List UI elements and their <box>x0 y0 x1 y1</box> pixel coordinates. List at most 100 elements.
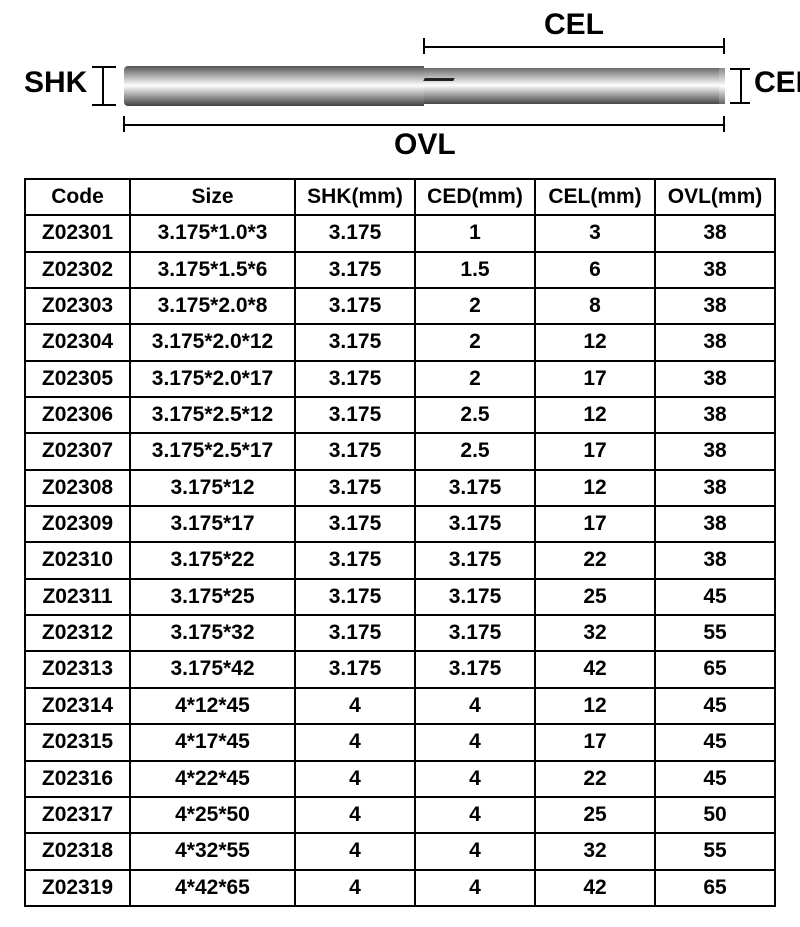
table-cell: 3.175 <box>415 579 535 615</box>
table-row: Z023164*22*45442245 <box>25 761 775 797</box>
col-cel: CEL(mm) <box>535 179 655 215</box>
table-cell: 45 <box>655 761 775 797</box>
table-cell: 32 <box>535 833 655 869</box>
table-row: Z023174*25*50442550 <box>25 797 775 833</box>
table-cell: Z02305 <box>25 361 130 397</box>
bit-flute <box>424 68 724 104</box>
table-cell: 1 <box>415 215 535 251</box>
table-cell: 3.175*42 <box>130 651 295 687</box>
table-row: Z023103.175*223.1753.1752238 <box>25 542 775 578</box>
table-cell: 38 <box>655 215 775 251</box>
ovl-label: OVL <box>394 128 456 162</box>
bit-illustration <box>124 66 724 106</box>
table-cell: 3.175*2.0*12 <box>130 324 295 360</box>
col-code: Code <box>25 179 130 215</box>
table-cell: 3.175 <box>295 651 415 687</box>
table-cell: 55 <box>655 615 775 651</box>
table-cell: Z02306 <box>25 397 130 433</box>
shk-line-v <box>102 66 104 106</box>
ovl-tick-right <box>723 116 725 132</box>
ovl-dim-line <box>124 124 724 126</box>
table-cell: 3.175 <box>295 324 415 360</box>
table-row: Z023013.175*1.0*33.1751338 <box>25 215 775 251</box>
table-cell: 38 <box>655 506 775 542</box>
table-cell: 4 <box>415 870 535 906</box>
col-ovl: OVL(mm) <box>655 179 775 215</box>
table-cell: 3 <box>535 215 655 251</box>
bit-tip <box>719 68 725 104</box>
table-cell: 12 <box>535 397 655 433</box>
table-cell: 38 <box>655 433 775 469</box>
table-row: Z023144*12*45441245 <box>25 688 775 724</box>
table-row: Z023184*32*55443255 <box>25 833 775 869</box>
spec-table: Code Size SHK(mm) CED(mm) CEL(mm) OVL(mm… <box>24 178 776 907</box>
table-cell: 38 <box>655 361 775 397</box>
table-cell: 42 <box>535 870 655 906</box>
table-row: Z023123.175*323.1753.1753255 <box>25 615 775 651</box>
col-ced: CED(mm) <box>415 179 535 215</box>
table-cell: 32 <box>535 615 655 651</box>
table-row: Z023063.175*2.5*123.1752.51238 <box>25 397 775 433</box>
table-cell: 3.175 <box>295 470 415 506</box>
table-cell: 3.175*2.0*8 <box>130 288 295 324</box>
table-cell: 38 <box>655 324 775 360</box>
table-cell: 22 <box>535 761 655 797</box>
table-cell: 38 <box>655 470 775 506</box>
table-cell: 38 <box>655 542 775 578</box>
table-cell: 2 <box>415 324 535 360</box>
table-cell: 12 <box>535 470 655 506</box>
table-cell: 8 <box>535 288 655 324</box>
table-cell: 3.175*25 <box>130 579 295 615</box>
table-cell: 3.175*1.0*3 <box>130 215 295 251</box>
table-row: Z023073.175*2.5*173.1752.51738 <box>25 433 775 469</box>
table-cell: 4 <box>415 761 535 797</box>
table-cell: 17 <box>535 433 655 469</box>
table-cell: Z02302 <box>25 252 130 288</box>
table-cell: Z02316 <box>25 761 130 797</box>
table-cell: 3.175 <box>295 506 415 542</box>
table-cell: 17 <box>535 361 655 397</box>
col-shk: SHK(mm) <box>295 179 415 215</box>
cel-tick-right <box>723 38 725 54</box>
table-cell: 50 <box>655 797 775 833</box>
table-cell: 3.175 <box>295 397 415 433</box>
table-cell: 3.175 <box>295 252 415 288</box>
spec-header-row: Code Size SHK(mm) CED(mm) CEL(mm) OVL(mm… <box>25 179 775 215</box>
table-cell: 25 <box>535 797 655 833</box>
table-cell: 4 <box>295 870 415 906</box>
shk-line-bot <box>92 104 116 106</box>
table-cell: 4*17*45 <box>130 724 295 760</box>
table-cell: Z02314 <box>25 688 130 724</box>
shk-line-top <box>92 66 116 68</box>
table-cell: 2 <box>415 361 535 397</box>
table-cell: Z02311 <box>25 579 130 615</box>
table-cell: 4 <box>295 833 415 869</box>
table-cell: Z02313 <box>25 651 130 687</box>
table-cell: 2.5 <box>415 433 535 469</box>
table-row: Z023033.175*2.0*83.1752838 <box>25 288 775 324</box>
table-cell: Z02304 <box>25 324 130 360</box>
table-cell: 42 <box>535 651 655 687</box>
table-cell: 1.5 <box>415 252 535 288</box>
table-cell: 3.175 <box>295 579 415 615</box>
table-cell: 4*25*50 <box>130 797 295 833</box>
table-cell: 3.175 <box>415 615 535 651</box>
table-row: Z023113.175*253.1753.1752545 <box>25 579 775 615</box>
table-cell: 4 <box>415 724 535 760</box>
table-cell: 45 <box>655 724 775 760</box>
table-cell: 3.175 <box>295 288 415 324</box>
table-cell: 2 <box>415 288 535 324</box>
table-cell: 4*22*45 <box>130 761 295 797</box>
bit-shank <box>124 66 424 106</box>
table-cell: 25 <box>535 579 655 615</box>
table-row: Z023093.175*173.1753.1751738 <box>25 506 775 542</box>
table-cell: 3.175*2.0*17 <box>130 361 295 397</box>
ced-label: CED <box>754 66 800 100</box>
table-cell: 3.175*32 <box>130 615 295 651</box>
table-cell: 3.175 <box>295 433 415 469</box>
table-cell: Z02307 <box>25 433 130 469</box>
table-cell: Z02309 <box>25 506 130 542</box>
table-cell: 4 <box>415 688 535 724</box>
cel-tick-left <box>423 38 425 54</box>
table-cell: 65 <box>655 651 775 687</box>
